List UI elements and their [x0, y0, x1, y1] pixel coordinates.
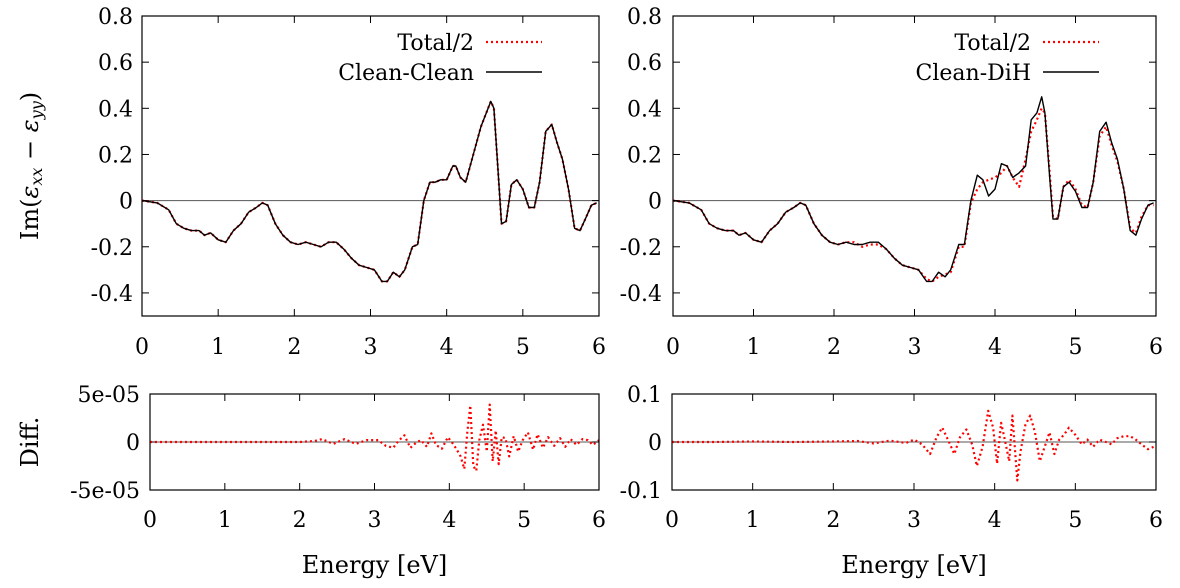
x-tick-label: 1: [211, 335, 225, 360]
y-tick-label: 0.8: [98, 5, 133, 30]
x-tick-label: 5: [1069, 335, 1083, 360]
y-tick-label: 0: [648, 431, 662, 456]
x-tick-label: 2: [827, 335, 841, 360]
x-tick-label: 4: [988, 508, 1002, 533]
panel-top-left: 0 1 2 3 4 5 6 -0.4 -0.2 0 0.2 0.4 0.6 0.8 Total/2 Clean…: [16, 5, 606, 360]
y-tick-label: 0.6: [98, 51, 133, 76]
x-tick-label: 0: [666, 335, 680, 360]
x-tick-label: 3: [908, 335, 922, 360]
x-tick-label: 3: [368, 508, 382, 533]
x-tick-label: 2: [826, 508, 840, 533]
x-axis-title: Energy [eV]: [302, 551, 447, 579]
x-tick-label: 3: [364, 335, 378, 360]
legend-label: Total/2: [954, 31, 1031, 56]
x-tick-label: 6: [592, 508, 606, 533]
y-tick-label: 0.8: [627, 5, 662, 30]
series-total-2: [141, 100, 598, 283]
series-diff: [150, 403, 600, 472]
legend-label: Total/2: [397, 31, 474, 56]
x-tick-label: 5: [1068, 508, 1082, 533]
x-tick-label: 6: [1149, 508, 1163, 533]
y-tick-label: 0: [119, 190, 133, 215]
plot-frame: [672, 15, 1157, 317]
y-tick-label: 5e-05: [78, 383, 140, 408]
x-tick-label: 1: [218, 508, 232, 533]
x-tick-label: 0: [143, 508, 157, 533]
y-tick-label: -0.1: [620, 479, 662, 504]
x-tick-label: 5: [516, 335, 530, 360]
y-tick-label: -5e-05: [70, 479, 140, 504]
y-tick-label: -0.2: [91, 236, 133, 261]
y-tick-label: 0.2: [98, 143, 133, 168]
x-tick-label: 5: [517, 508, 531, 533]
y-tick-label: 0.2: [627, 143, 662, 168]
x-tick-label: 6: [1149, 335, 1163, 360]
plot-frame: [671, 393, 1157, 491]
x-tick-label: 0: [135, 335, 149, 360]
x-tick-label: 1: [746, 508, 760, 533]
series-diff: [672, 409, 1157, 482]
series-clean-dih: [672, 96, 1154, 283]
y-tick-label: 0.6: [627, 51, 662, 76]
y-axis-title: Im(εxx − εyy): [16, 92, 46, 240]
x-tick-label: 4: [988, 335, 1002, 360]
y-tick-label: 0: [648, 190, 662, 215]
x-tick-label: 1: [747, 335, 761, 360]
series-total-2: [672, 107, 1154, 283]
plot-frame: [149, 393, 600, 491]
y-tick-label: 0: [126, 431, 140, 456]
plot-frame: [141, 15, 600, 317]
x-tick-label: 2: [293, 508, 307, 533]
y-tick-label: -0.4: [620, 282, 662, 307]
x-tick-label: 4: [442, 508, 456, 533]
x-tick-label: 6: [592, 335, 606, 360]
y-tick-label: 0.1: [627, 383, 662, 408]
series-clean-clean: [141, 100, 597, 283]
x-tick-label: 0: [665, 508, 679, 533]
x-axis-title: Energy [eV]: [841, 551, 986, 579]
legend-label: Clean-DiH: [916, 61, 1031, 86]
x-tick-label: 4: [440, 335, 454, 360]
x-tick-label: 2: [287, 335, 301, 360]
y-tick-label: 0.4: [627, 97, 662, 122]
x-tick-label: 3: [907, 508, 921, 533]
y-tick-label: -0.2: [620, 236, 662, 261]
panel-top-right: 0 1 2 3 4 5 6 -0.4 -0.2 0 0.2 0.4 0.6 0.8 Total/2 Clean…: [620, 5, 1163, 360]
y-axis-title: Diff.: [16, 417, 44, 468]
y-tick-label: -0.4: [91, 282, 133, 307]
legend-label: Clean-Clean: [338, 61, 474, 86]
y-tick-label: 0.4: [98, 97, 133, 122]
